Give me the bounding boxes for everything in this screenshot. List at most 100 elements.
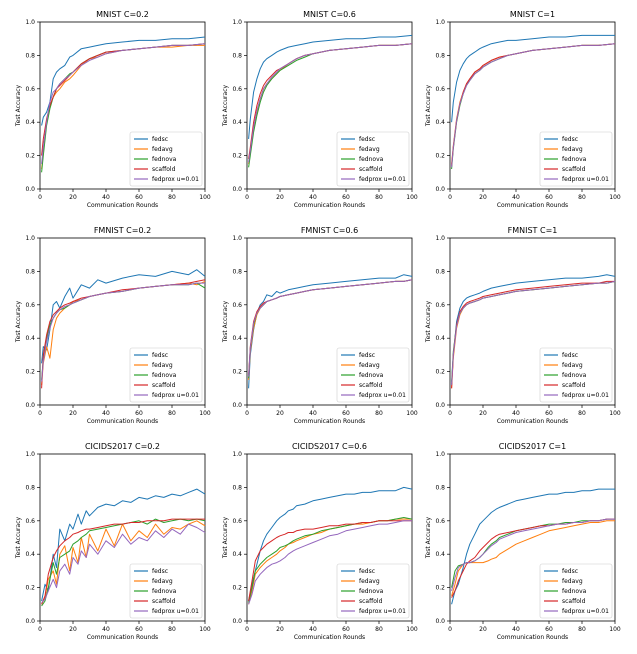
legend-label: fedprox u=0.01 bbox=[562, 608, 609, 615]
y-tick-label: 0.4 bbox=[25, 119, 35, 126]
y-tick-label: 0.8 bbox=[435, 484, 445, 491]
legend-label: scaffold bbox=[562, 166, 586, 173]
chart-panel-9: CICIDS2017 C=1 0 20 40 60 80 100 0.0 0.2 0.4 0.6 0.… bbox=[425, 442, 621, 641]
legend-label: fedavg bbox=[359, 146, 380, 153]
chart-panel-8: CICIDS2017 C=0.6 0 20 40 60 80 100 0.0 0.2 0.4 0.6… bbox=[222, 442, 418, 641]
chart-panel-6: FMNIST C=1 0 20 40 60 80 100 0.0 0.2 0.4 0.6 0.8 1.0… bbox=[425, 226, 621, 425]
legend-label: fedavg bbox=[562, 362, 583, 369]
x-tick-label: 80 bbox=[578, 194, 586, 201]
y-tick-label: 0.0 bbox=[25, 402, 35, 409]
legend-label: fedprox u=0.01 bbox=[562, 176, 609, 183]
legend-box bbox=[129, 131, 203, 187]
y-tick-label: 0.0 bbox=[435, 618, 445, 625]
y-axis-label: Test Accuracy bbox=[222, 84, 229, 127]
y-tick-label: 0.8 bbox=[25, 484, 35, 491]
legend-label: fednova bbox=[152, 372, 177, 379]
x-axis-label: Communication Rounds bbox=[497, 418, 568, 425]
legend-label: fedsc bbox=[152, 568, 168, 575]
legend-label: fednova bbox=[562, 156, 587, 163]
x-tick-label: 20 bbox=[69, 626, 77, 633]
y-tick-label: 1.0 bbox=[25, 19, 35, 26]
plot-frame bbox=[449, 237, 616, 406]
y-axis-label: Test Accuracy bbox=[222, 516, 229, 559]
x-tick-label: 20 bbox=[276, 194, 284, 201]
x-tick-label: 0 bbox=[38, 194, 42, 201]
x-tick-label: 100 bbox=[199, 626, 211, 633]
x-tick-label: 0 bbox=[38, 626, 42, 633]
y-tick-label: 0.8 bbox=[435, 268, 445, 275]
x-tick-label: 0 bbox=[448, 626, 452, 633]
x-tick-label: 80 bbox=[375, 410, 383, 417]
y-axis-label: Test Accuracy bbox=[15, 516, 22, 559]
x-axis-label: Communication Rounds bbox=[294, 418, 365, 425]
chart-title: FMNIST C=0.6 bbox=[301, 226, 358, 235]
x-tick-label: 20 bbox=[276, 410, 284, 417]
plot-frame bbox=[246, 453, 413, 622]
series-line-fedprox bbox=[248, 43, 413, 163]
x-tick-label: 100 bbox=[406, 410, 418, 417]
x-tick-label: 20 bbox=[479, 410, 487, 417]
legend-label: fednova bbox=[562, 372, 587, 379]
chart-panel-5: FMNIST C=0.6 0 20 40 60 80 100 0.0 0.2 0.4 0.6 0.8 1… bbox=[222, 226, 418, 425]
legend-label: scaffold bbox=[562, 598, 586, 605]
x-tick-label: 100 bbox=[199, 410, 211, 417]
y-axis-label: Test Accuracy bbox=[425, 84, 432, 127]
plot-frame bbox=[39, 21, 206, 190]
legend-box bbox=[336, 563, 410, 619]
x-axis-label: Communication Rounds bbox=[87, 418, 158, 425]
legend-label: fedprox u=0.01 bbox=[359, 176, 406, 183]
x-tick-label: 20 bbox=[479, 626, 487, 633]
y-tick-label: 0.0 bbox=[232, 402, 242, 409]
y-tick-label: 0.8 bbox=[232, 268, 242, 275]
plot-frame bbox=[39, 237, 206, 406]
x-axis-label: Communication Rounds bbox=[497, 634, 568, 641]
series-line-fedprox bbox=[41, 523, 206, 603]
x-tick-label: 100 bbox=[406, 626, 418, 633]
plot-frame bbox=[39, 453, 206, 622]
plot-frame bbox=[449, 453, 616, 622]
legend-label: fednova bbox=[359, 588, 384, 595]
legend-label: scaffold bbox=[359, 382, 383, 389]
x-tick-label: 80 bbox=[168, 410, 176, 417]
x-tick-label: 40 bbox=[309, 410, 317, 417]
y-tick-label: 0.2 bbox=[435, 585, 445, 592]
y-tick-label: 0.2 bbox=[232, 153, 242, 160]
chart-panel-2: MNIST C=0.6 0 20 40 60 80 100 0.0 0.2 0.4 0.6 0.8 1.… bbox=[222, 10, 418, 209]
y-tick-label: 0.4 bbox=[232, 335, 242, 342]
series-line-fedsc bbox=[248, 486, 413, 602]
y-tick-label: 0.0 bbox=[25, 618, 35, 625]
x-tick-label: 80 bbox=[375, 194, 383, 201]
legend-label: scaffold bbox=[152, 382, 176, 389]
x-tick-label: 40 bbox=[512, 626, 520, 633]
y-tick-label: 0.4 bbox=[25, 335, 35, 342]
legend-label: fedprox u=0.01 bbox=[359, 392, 406, 399]
chart-panel-4: FMNIST C=0.2 0 20 40 60 80 100 0.0 0.2 0.4 0.6 0.8 1… bbox=[15, 226, 211, 425]
legend-label: scaffold bbox=[152, 166, 176, 173]
x-tick-label: 60 bbox=[135, 410, 143, 417]
y-tick-label: 1.0 bbox=[232, 19, 242, 26]
y-tick-label: 0.6 bbox=[25, 302, 35, 309]
legend-label: fedprox u=0.01 bbox=[152, 608, 199, 615]
x-tick-label: 40 bbox=[102, 626, 110, 633]
x-tick-label: 100 bbox=[406, 194, 418, 201]
y-tick-label: 0.0 bbox=[232, 186, 242, 193]
series-line-fedsc bbox=[451, 488, 615, 605]
series-line-fedsc bbox=[41, 488, 206, 602]
x-tick-label: 40 bbox=[512, 194, 520, 201]
legend-label: scaffold bbox=[562, 382, 586, 389]
x-tick-label: 60 bbox=[545, 626, 553, 633]
legend-label: fedsc bbox=[562, 568, 578, 575]
x-tick-label: 0 bbox=[38, 410, 42, 417]
y-tick-label: 1.0 bbox=[435, 451, 445, 458]
legend-label: fedprox u=0.01 bbox=[562, 392, 609, 399]
x-axis-label: Communication Rounds bbox=[87, 202, 158, 209]
legend-label: fednova bbox=[359, 156, 384, 163]
chart-panel-1: MNIST C=0.2 0 20 40 60 80 100 0.0 0.2 0.4 0.6 0.8 1.… bbox=[15, 10, 211, 209]
legend-label: fedsc bbox=[152, 136, 168, 143]
x-tick-label: 20 bbox=[69, 194, 77, 201]
y-tick-label: 0.2 bbox=[25, 369, 35, 376]
legend-label: scaffold bbox=[152, 598, 176, 605]
legend-box bbox=[129, 347, 203, 403]
y-tick-label: 0.6 bbox=[25, 518, 35, 525]
legend-label: fednova bbox=[152, 588, 177, 595]
